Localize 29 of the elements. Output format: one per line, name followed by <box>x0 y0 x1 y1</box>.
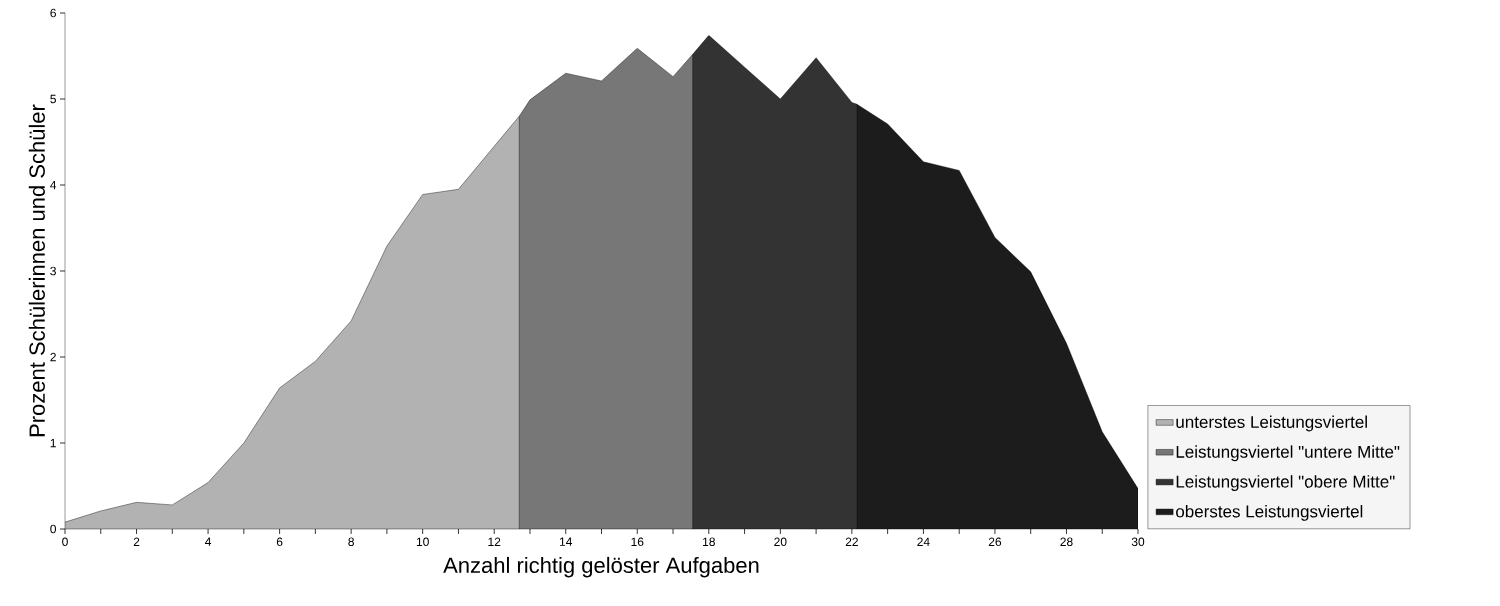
x-tick-label: 2 <box>133 537 140 546</box>
x-tick-label: 26 <box>988 537 1002 547</box>
y-tick-label: 0 <box>50 524 57 534</box>
legend-label: unterstes Leistungsviertel <box>1176 415 1367 432</box>
x-tick-label: 0 <box>62 537 68 547</box>
x-tick-label: 4 <box>205 537 212 546</box>
legend-label: Leistungsviertel "untere Mitte" <box>1176 445 1400 462</box>
x-axis-title: Anzahl richtig gelöster Aufgaben <box>443 556 759 578</box>
x-tick-label: 24 <box>917 537 930 546</box>
x-tick-label: 30 <box>1131 537 1145 547</box>
x-tick-label: 20 <box>774 537 787 547</box>
x-tick-label: 18 <box>703 537 715 547</box>
legend-label: Leistungsviertel "obere Mitte" <box>1176 475 1395 492</box>
x-tick-label: 8 <box>348 537 354 547</box>
x-tick-label: 12 <box>488 537 501 546</box>
y-tick-label: 4 <box>50 180 57 190</box>
x-tick-label: 22 <box>845 537 858 546</box>
legend-label: oberstes Leistungsviertel <box>1176 504 1363 521</box>
y-tick-label: 5 <box>50 94 56 104</box>
y-tick-label: 6 <box>50 8 56 18</box>
y-tick-label: 3 <box>50 266 56 276</box>
y-axis-title: Prozent Schülerinnen und Schüler <box>28 104 45 437</box>
x-tick-label: 6 <box>276 537 283 547</box>
y-tick-label: 1 <box>50 438 56 448</box>
x-tick-label: 10 <box>416 537 429 547</box>
x-tick-label: 16 <box>631 537 644 547</box>
y-tick-label: 2 <box>50 352 56 362</box>
x-tick-label: 14 <box>559 537 573 546</box>
x-tick-label: 28 <box>1060 537 1073 547</box>
